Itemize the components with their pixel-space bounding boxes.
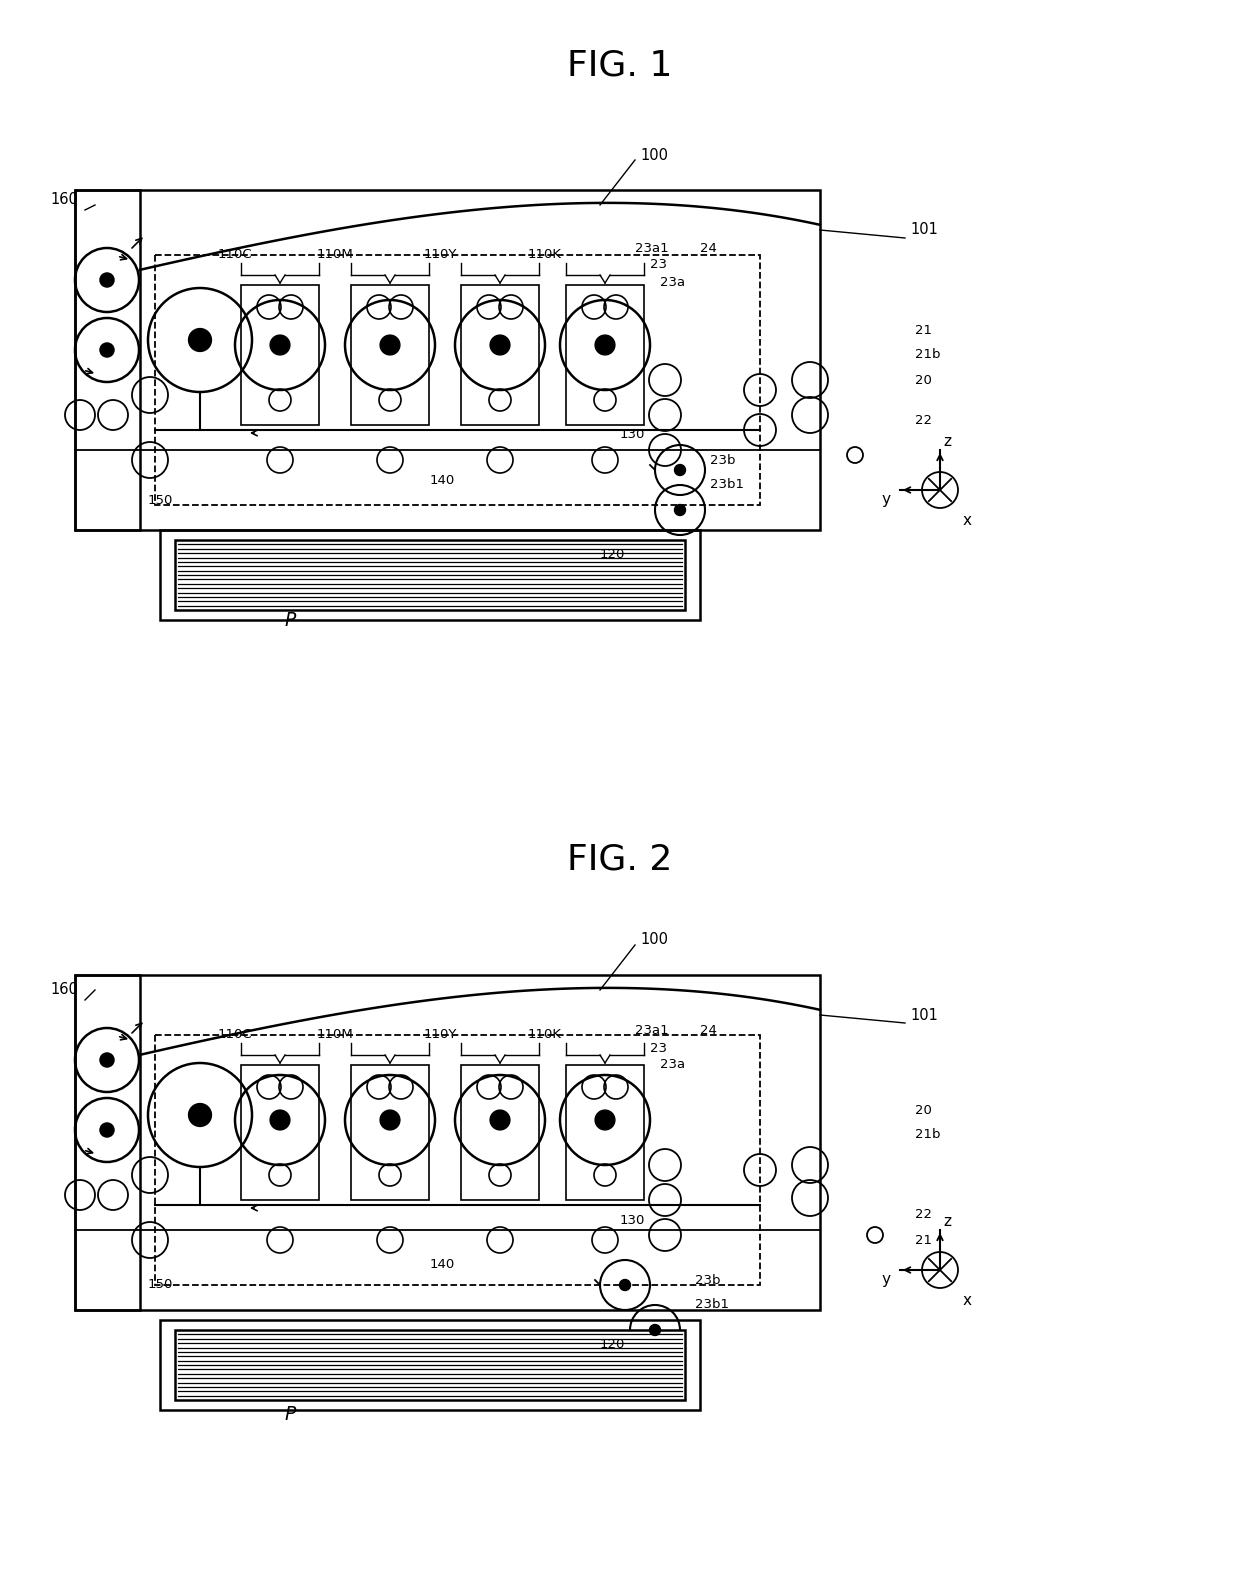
Bar xyxy=(175,541,684,611)
Circle shape xyxy=(270,1110,290,1130)
Bar xyxy=(160,529,701,620)
Bar xyxy=(241,285,319,425)
Circle shape xyxy=(100,1053,114,1067)
Text: 24: 24 xyxy=(701,242,717,254)
Text: 100: 100 xyxy=(640,148,668,162)
Circle shape xyxy=(100,343,114,358)
Circle shape xyxy=(100,273,114,288)
Text: 23a: 23a xyxy=(660,277,686,289)
Text: 23a: 23a xyxy=(660,1059,686,1072)
Text: 110C: 110C xyxy=(218,1029,252,1041)
Text: 22: 22 xyxy=(915,1208,932,1221)
Text: 130: 130 xyxy=(620,428,645,442)
Bar xyxy=(160,1320,701,1410)
Text: 24: 24 xyxy=(701,1024,717,1037)
Text: 120: 120 xyxy=(600,1339,625,1352)
Text: 130: 130 xyxy=(620,1213,645,1226)
Circle shape xyxy=(650,1324,661,1336)
Bar xyxy=(74,189,820,529)
Text: y: y xyxy=(880,491,890,507)
Circle shape xyxy=(188,329,212,351)
Text: 23b: 23b xyxy=(711,453,735,466)
Text: 140: 140 xyxy=(430,474,455,487)
Text: 150: 150 xyxy=(148,1278,174,1291)
Circle shape xyxy=(381,1110,399,1130)
Text: 110M: 110M xyxy=(316,1029,353,1041)
Text: P: P xyxy=(284,1406,295,1425)
Text: 110M: 110M xyxy=(316,248,353,261)
Text: 22: 22 xyxy=(915,413,932,426)
Circle shape xyxy=(490,335,510,355)
Text: y: y xyxy=(880,1272,890,1286)
Bar xyxy=(155,254,760,506)
Text: z: z xyxy=(942,434,951,450)
Text: 100: 100 xyxy=(640,932,668,948)
Text: 110K: 110K xyxy=(528,248,562,261)
Circle shape xyxy=(675,464,686,475)
Text: 21: 21 xyxy=(915,323,932,337)
Text: P: P xyxy=(284,611,295,630)
Circle shape xyxy=(490,1110,510,1130)
Text: 20: 20 xyxy=(915,374,932,386)
Text: 140: 140 xyxy=(430,1259,455,1272)
Circle shape xyxy=(595,335,615,355)
Bar xyxy=(74,975,820,1310)
Bar xyxy=(565,285,644,425)
Text: 110C: 110C xyxy=(218,248,252,261)
Circle shape xyxy=(620,1280,630,1291)
Bar xyxy=(565,1065,644,1200)
Bar xyxy=(175,1329,684,1401)
Circle shape xyxy=(675,504,686,515)
Text: 23a1: 23a1 xyxy=(635,1024,668,1037)
Text: 160: 160 xyxy=(50,192,78,208)
Bar xyxy=(351,1065,429,1200)
Text: x: x xyxy=(963,1293,972,1309)
Bar xyxy=(155,1035,760,1285)
Bar xyxy=(351,285,429,425)
Circle shape xyxy=(381,335,399,355)
Bar xyxy=(461,285,539,425)
Text: z: z xyxy=(942,1215,951,1229)
Text: 20: 20 xyxy=(915,1103,932,1116)
Circle shape xyxy=(188,1103,212,1126)
Text: 110Y: 110Y xyxy=(423,1029,456,1041)
Bar xyxy=(74,975,140,1310)
Text: 23b1: 23b1 xyxy=(711,479,744,491)
Text: 23b1: 23b1 xyxy=(694,1299,729,1312)
Circle shape xyxy=(595,1110,615,1130)
Circle shape xyxy=(100,1123,114,1137)
Circle shape xyxy=(270,335,290,355)
Text: 110Y: 110Y xyxy=(423,248,456,261)
Text: 21b: 21b xyxy=(915,1129,940,1142)
Bar xyxy=(74,189,140,529)
Text: 23: 23 xyxy=(650,259,667,272)
Text: 23b: 23b xyxy=(694,1274,720,1286)
Text: 23: 23 xyxy=(650,1041,667,1054)
Text: FIG. 2: FIG. 2 xyxy=(568,843,672,878)
Text: 160: 160 xyxy=(50,983,78,997)
Text: 101: 101 xyxy=(910,1008,937,1022)
Bar xyxy=(461,1065,539,1200)
Text: FIG. 1: FIG. 1 xyxy=(568,48,672,83)
Text: 21: 21 xyxy=(915,1234,932,1247)
Text: x: x xyxy=(963,514,972,528)
Text: 23a1: 23a1 xyxy=(635,242,668,254)
Text: 150: 150 xyxy=(148,493,174,507)
Text: 120: 120 xyxy=(600,549,625,561)
Text: 110K: 110K xyxy=(528,1029,562,1041)
Text: 101: 101 xyxy=(910,223,937,237)
Bar xyxy=(241,1065,319,1200)
Text: 21b: 21b xyxy=(915,348,940,361)
